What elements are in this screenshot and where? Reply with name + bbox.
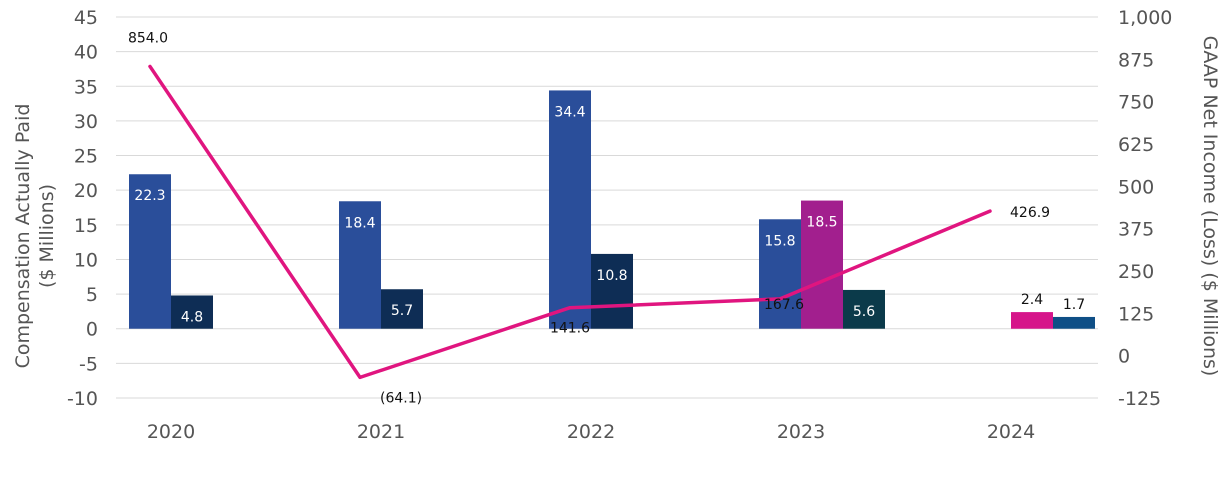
- right-axis-ticks: 1,000 875 750 625 500 375 250 125 0 -125: [1118, 7, 1172, 410]
- bar-value-label: 15.8: [764, 233, 795, 249]
- right-tick-label: 1,000: [1118, 7, 1172, 29]
- right-tick-label: 625: [1118, 134, 1154, 156]
- bar-value-label: 18.4: [344, 215, 375, 231]
- net-income-line: [148, 64, 992, 380]
- right-tick-label: 750: [1118, 92, 1154, 114]
- left-tick-label: -10: [67, 388, 98, 410]
- x-tick-label: 2020: [147, 421, 195, 443]
- bar: [549, 90, 591, 329]
- left-tick-label: -5: [79, 353, 98, 375]
- right-tick-label: 125: [1118, 303, 1154, 325]
- line-value-label: 167.6: [764, 297, 804, 313]
- right-tick-label: 0: [1118, 346, 1130, 368]
- left-tick-label: 20: [74, 180, 98, 202]
- x-tick-label: 2023: [777, 421, 825, 443]
- bar: [759, 219, 801, 329]
- left-tick-label: 15: [74, 215, 98, 237]
- line-data-labels: 854.0 (64.1) 141.6 167.6 426.9: [128, 30, 1050, 406]
- right-tick-label: 500: [1118, 176, 1154, 198]
- bar-series: [129, 90, 1095, 329]
- left-tick-label: 35: [74, 76, 98, 98]
- bar: [1053, 316, 1095, 329]
- bar-value-label: 34.4: [554, 104, 585, 120]
- bar: [381, 289, 423, 329]
- bar: [129, 174, 171, 329]
- right-tick-label: 250: [1118, 261, 1154, 283]
- bar-value-label: 5.7: [391, 303, 413, 319]
- bar-data-labels: 22.3 4.8 18.4 5.7 34.4 10.8 15.8 18.5 5.6 2.4 1.7: [134, 104, 1085, 325]
- left-axis-title-line2: ($ Millions): [36, 184, 58, 288]
- bar: [339, 201, 381, 329]
- x-tick-label: 2022: [567, 421, 615, 443]
- line-value-label: 426.9: [1010, 205, 1050, 221]
- bar-value-label: 4.8: [181, 309, 203, 325]
- bar-value-label: 5.6: [853, 304, 875, 320]
- bar: [1011, 312, 1053, 329]
- bar: [843, 289, 885, 329]
- gridlines: [116, 16, 1098, 399]
- left-tick-label: 30: [74, 111, 98, 133]
- left-tick-label: 45: [74, 7, 98, 29]
- right-axis-title: GAAP Net Income (Loss) ($ Millions): [1199, 36, 1221, 377]
- net-income-line-path: [148, 64, 992, 380]
- bar-value-label: 1.7: [1063, 297, 1085, 313]
- x-axis-ticks: 2020 2021 2022 2023 2024: [147, 421, 1035, 443]
- bar-value-label: 22.3: [134, 188, 165, 204]
- right-tick-label: 875: [1118, 49, 1154, 71]
- line-value-label: 854.0: [128, 30, 168, 46]
- bar-value-label: 2.4: [1021, 292, 1043, 308]
- line-value-label: (64.1): [380, 390, 422, 406]
- bar: [801, 200, 843, 329]
- left-tick-label: 5: [86, 284, 98, 306]
- bar: [171, 295, 213, 329]
- x-tick-label: 2021: [357, 421, 405, 443]
- left-axis-ticks: 45 40 35 30 25 20 15 10 5 0 -5 -10: [67, 7, 98, 410]
- bar: [591, 253, 633, 329]
- bar-value-label: 18.5: [806, 215, 837, 231]
- right-tick-label: 375: [1118, 219, 1154, 241]
- left-tick-label: 10: [74, 249, 98, 271]
- line-value-label: 141.6: [550, 321, 590, 337]
- bar-value-label: 10.8: [596, 268, 627, 284]
- left-tick-label: 25: [74, 146, 98, 168]
- right-tick-label: -125: [1118, 388, 1161, 410]
- left-tick-label: 40: [74, 42, 98, 64]
- x-tick-label: 2024: [987, 421, 1035, 443]
- left-tick-label: 0: [86, 319, 98, 341]
- left-axis-title-line1: Compensation Actually Paid: [12, 104, 34, 369]
